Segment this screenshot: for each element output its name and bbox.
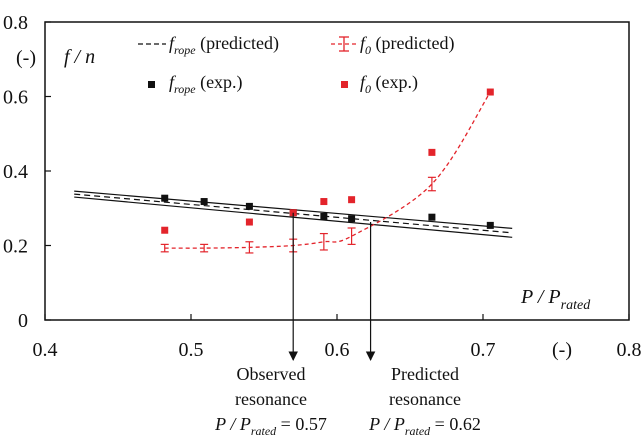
annotation-observed-line2: resonance (235, 389, 307, 409)
resonance-arrows (288, 212, 376, 361)
annotation-observed-formula-main: P / P (214, 414, 251, 434)
frope-exp-marker (161, 194, 169, 202)
frope-exp-marker (245, 202, 253, 210)
legend-frope-pred-text: frope (predicted) (169, 33, 279, 57)
x-axis-unit: (-) (552, 339, 572, 361)
legend-f0-pred-main: f (360, 33, 368, 53)
legend-frope-pred-sub: rope (174, 43, 196, 57)
frope-exp-marker (320, 212, 328, 220)
legend-f0-exp-main: f (360, 72, 368, 92)
annotation-observed-formula-sub: rated (251, 424, 277, 438)
frope-exp-marker (348, 215, 356, 223)
y-ticks: 0 0.2 0.4 0.6 0.8 (3, 12, 51, 332)
frope-exp-marker (486, 221, 494, 229)
annotation-observed-line1: Observed (237, 364, 306, 384)
frope-center-dashed-line (74, 193, 513, 234)
y-tick-label: 0.8 (3, 12, 28, 34)
annotation-predicted-formula-sub: rated (405, 424, 431, 438)
annotation-observed-formula-value: = 0.57 (276, 414, 327, 434)
annotation-observed: Observed resonance P / Prated = 0.57 (214, 364, 327, 438)
y-tick-label: 0.4 (3, 161, 28, 183)
legend-frope-exp-marker (148, 81, 155, 88)
legend-f0-exp-marker (341, 81, 348, 88)
legend-f0-pred-sub: 0 (365, 43, 371, 57)
plot-frame (44, 21, 630, 321)
f0-predicted-dashed-curve (164, 91, 491, 249)
x-axis-label-sub: rated (561, 298, 592, 313)
y-axis-label: f / n (64, 46, 95, 68)
y-tick-label: 0.2 (3, 236, 28, 258)
annotation-predicted-formula-main: P / P (368, 414, 405, 434)
x-tick-label: 0.8 (617, 339, 642, 361)
frope-exp-marker (428, 213, 436, 221)
f0-exp-marker (161, 226, 169, 234)
f0-exp-marker (245, 218, 253, 226)
f0-exp-marker (486, 88, 494, 96)
legend-frope-exp-text: frope (exp.) (169, 72, 243, 96)
x-tick-label: 0.7 (471, 339, 496, 361)
y-axis-unit: (-) (16, 47, 36, 69)
legend-frope-exp-rest: (exp.) (196, 72, 243, 93)
legend-frope-pred-rest: (predicted) (196, 33, 279, 54)
annotation-observed-formula: P / Prated = 0.57 (214, 414, 327, 438)
annotation-predicted: Predicted resonance P / Prated = 0.62 (368, 364, 481, 438)
annotation-predicted-formula-value: = 0.62 (430, 414, 481, 434)
x-axis-label: P / Prated (520, 286, 591, 313)
f0-predicted-curve (160, 91, 491, 254)
legend: frope (predicted) f0 (predicted) frope (… (138, 33, 454, 96)
legend-f0-exp-text: f0 (exp.) (360, 72, 418, 96)
svg-text:P / Prated: P / Prated (520, 286, 591, 313)
legend-frope-exp-main: f (169, 72, 177, 92)
x-tick-label: 0.6 (325, 339, 350, 361)
x-tick-label: 0.4 (33, 339, 58, 361)
legend-f0-exp-rest: (exp.) (371, 72, 418, 93)
f0-exp-marker (320, 198, 328, 206)
legend-f0-exp-sub: 0 (365, 82, 371, 96)
frope-exp-marker (200, 198, 208, 206)
y-tick-label: 0.6 (3, 87, 28, 109)
legend-frope-exp-sub: rope (174, 82, 196, 96)
legend-f0-pred-rest: (predicted) (371, 33, 454, 54)
experimental-markers (161, 88, 494, 234)
x-tick-label: 0.5 (179, 339, 204, 361)
annotation-predicted-line1: Predicted (391, 364, 459, 384)
x-axis-label-main: P / P (520, 286, 561, 308)
annotation-predicted-line2: resonance (389, 389, 461, 409)
y-tick-label: 0 (18, 310, 28, 332)
f0-exp-marker (348, 196, 356, 204)
legend-f0-pred-text: f0 (predicted) (360, 33, 454, 57)
annotation-predicted-formula: P / Prated = 0.62 (368, 414, 481, 438)
legend-frope-pred-main: f (169, 33, 177, 53)
x-ticks: 0.4 0.5 0.6 0.7 0.8 (33, 314, 642, 361)
legend-f0-pred-symbol (331, 36, 357, 52)
f0-exp-marker (428, 148, 436, 156)
